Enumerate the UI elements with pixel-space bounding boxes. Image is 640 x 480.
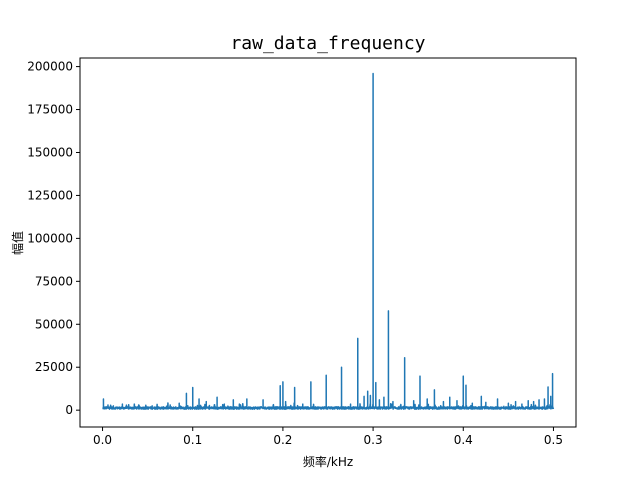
- plot-frame: [79, 57, 577, 428]
- y-axis-label: 幅值: [10, 231, 25, 255]
- x-axis-ticks: 0.0 0.1 0.2 0.3 0.4 0.5: [93, 427, 563, 447]
- y-tick-label: 100000: [27, 231, 73, 245]
- spectrum-line: [102, 72, 555, 410]
- x-tick-label: 0.0: [93, 433, 112, 447]
- y-tick-label: 175000: [27, 103, 73, 117]
- series-layer: [102, 72, 555, 410]
- y-tick-label: 0: [65, 403, 73, 417]
- y-tick-label: 200000: [27, 60, 73, 74]
- x-tick-label: 0.3: [364, 433, 383, 447]
- x-axis-label: 频率/kHz: [303, 454, 353, 469]
- x-tick-label: 0.5: [544, 433, 563, 447]
- y-tick-label: 150000: [27, 145, 73, 159]
- x-tick-label: 0.2: [273, 433, 292, 447]
- chart-title: raw_data_frequency: [230, 33, 425, 54]
- y-axis-ticks: 0 25000 50000 75000 100000 125000 150000 175000…: [27, 60, 80, 417]
- y-tick-label: 125000: [27, 188, 73, 202]
- y-tick-label: 75000: [35, 274, 73, 288]
- x-tick-label: 0.1: [183, 433, 202, 447]
- y-tick-label: 25000: [35, 360, 73, 374]
- y-tick-label: 50000: [35, 317, 73, 331]
- x-tick-label: 0.4: [454, 433, 473, 447]
- plot-area: [80, 58, 576, 427]
